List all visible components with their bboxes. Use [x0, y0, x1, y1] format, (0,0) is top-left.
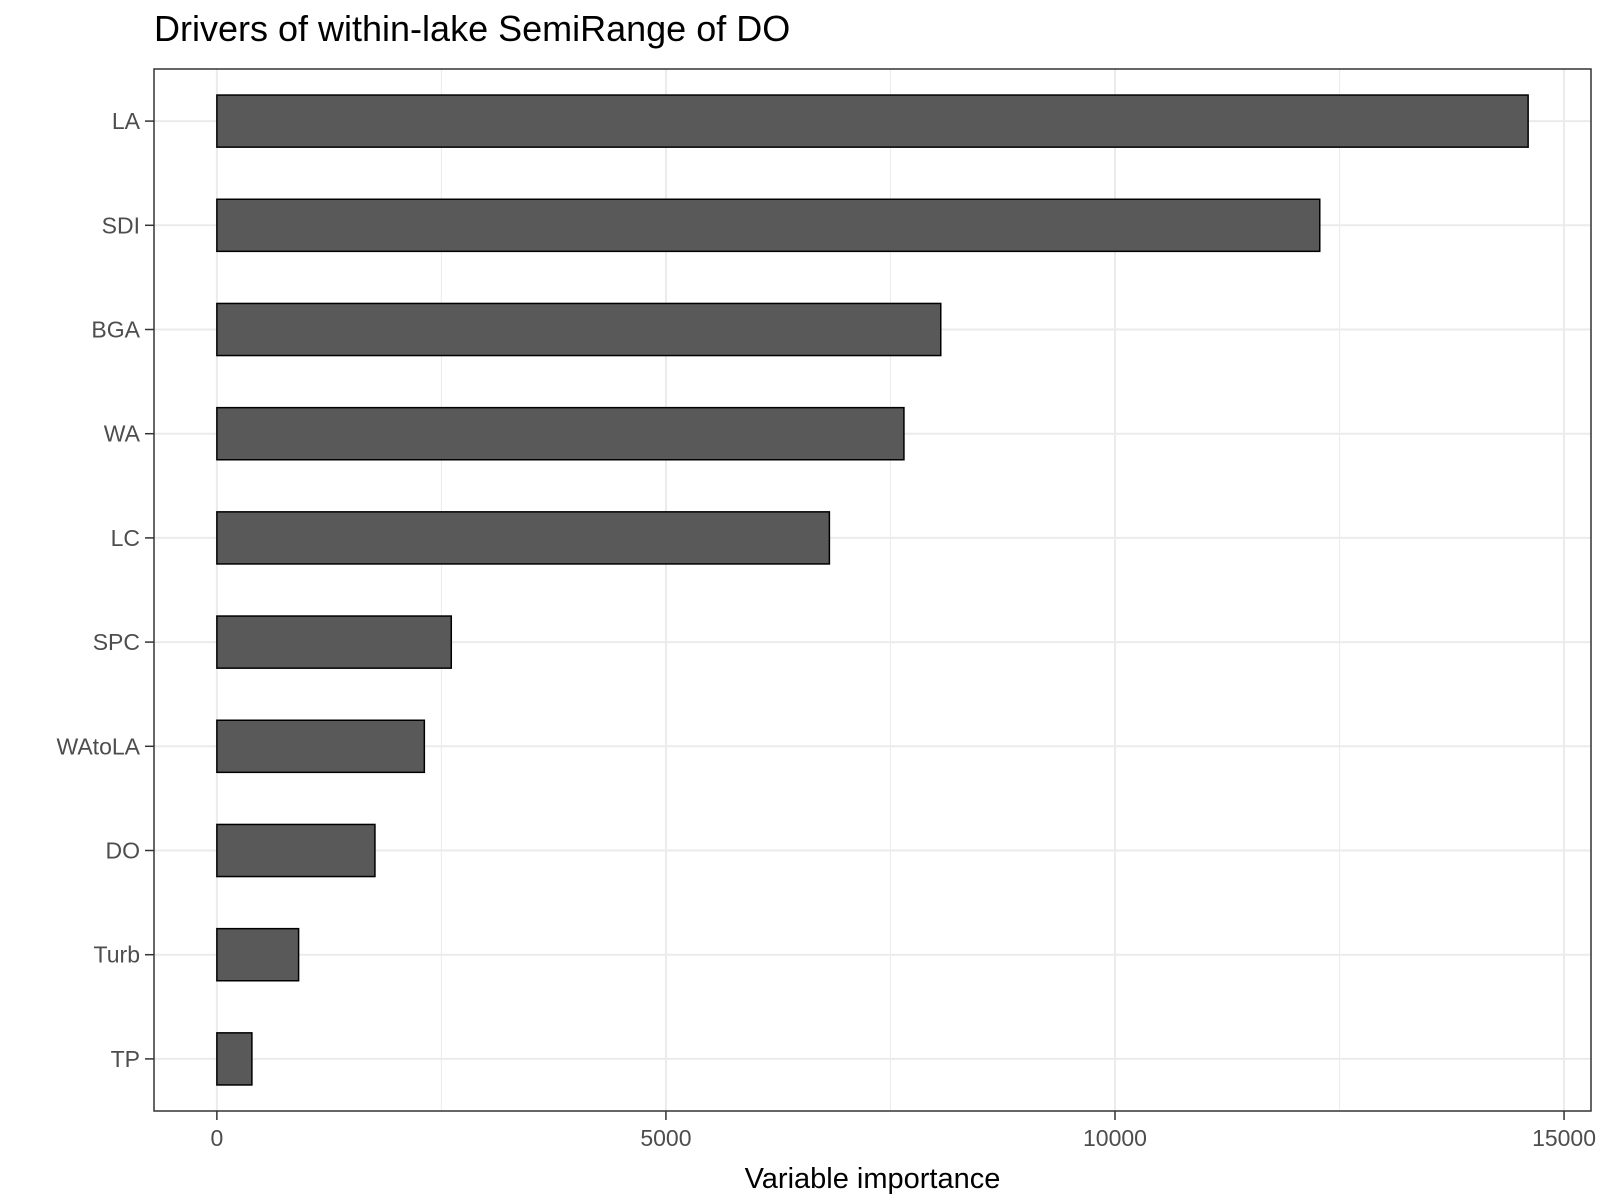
bar-bga: [216, 302, 942, 357]
axes: LA SDI BGA WA LC SPC WAtoLA DO Turb TP 0 5000 10000 1…: [56, 108, 1596, 1151]
x-tick-label: 5000: [640, 1125, 691, 1151]
panel-border: [153, 68, 1592, 1112]
bar-la: [216, 94, 1529, 148]
bar-watola: [216, 719, 426, 774]
y-tick-label-tp: TP: [111, 1046, 140, 1072]
y-tick-label-turb: Turb: [94, 942, 140, 968]
y-tick-label-spc: SPC: [93, 629, 140, 655]
y-tick-label-sdi: SDI: [102, 212, 140, 238]
bars: [216, 94, 1529, 1086]
y-tick-label-wa: WA: [104, 421, 141, 447]
bar-tp: [216, 1032, 253, 1086]
bar-do: [216, 823, 376, 878]
y-tick-label-watola: WAtoLA: [56, 733, 140, 759]
bar-spc: [216, 615, 453, 669]
bar-turb: [216, 927, 300, 982]
y-tick-label-do: DO: [106, 838, 141, 864]
bar-lc: [216, 511, 831, 565]
chart-title: Drivers of within-lake SemiRange of DO: [154, 8, 791, 49]
y-tick-label-lc: LC: [111, 525, 140, 551]
x-tick-label: 0: [210, 1125, 223, 1151]
y-tick-label-la: LA: [112, 108, 141, 134]
x-axis-title: Variable importance: [745, 1163, 1001, 1195]
x-tick-label: 15000: [1532, 1125, 1596, 1151]
bar-sdi: [216, 198, 1321, 253]
bar-wa: [216, 406, 905, 461]
y-tick-label-bga: BGA: [91, 317, 140, 343]
x-tick-label: 10000: [1083, 1125, 1147, 1151]
